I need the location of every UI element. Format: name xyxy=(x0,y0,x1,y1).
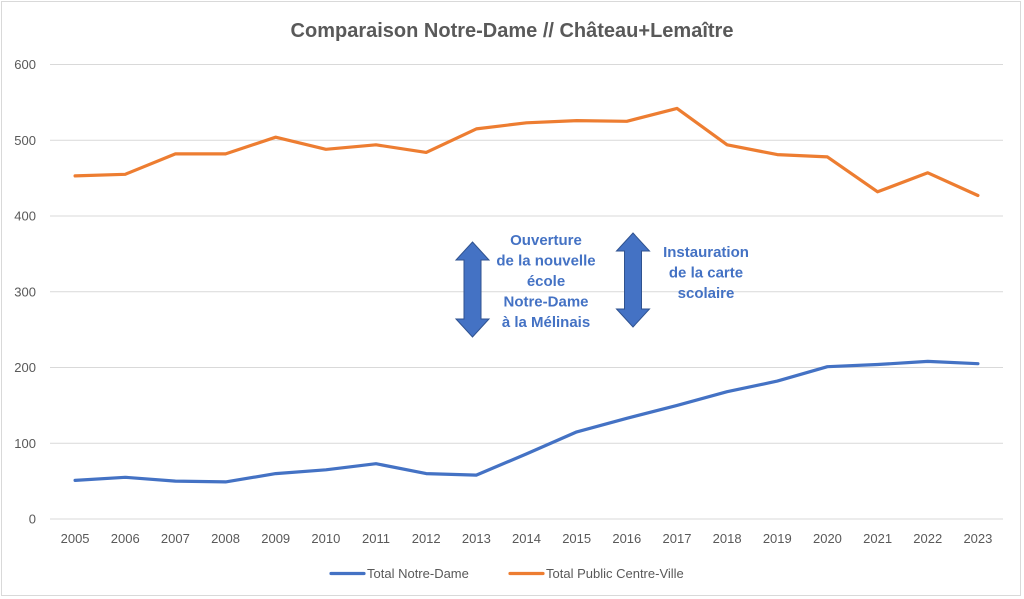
legend-label: Total Notre-Dame xyxy=(367,566,469,581)
y-tick-label: 200 xyxy=(14,360,36,375)
x-tick-label: 2011 xyxy=(362,531,390,546)
x-tick-label: 2016 xyxy=(612,531,641,546)
x-tick-label: 2015 xyxy=(562,531,591,546)
legend-label: Total Public Centre-Ville xyxy=(546,566,684,581)
series-lines xyxy=(73,106,980,484)
annotations: Ouverture de la nouvelle école Notre-Dame à … xyxy=(454,232,749,338)
annotation-text: Ouverture xyxy=(510,232,582,249)
legend: Total Notre-Dame Total Public Centre-Vill… xyxy=(329,566,684,581)
x-tick-label: 2008 xyxy=(211,531,240,546)
x-tick-label: 2005 xyxy=(61,531,90,546)
y-tick-label: 300 xyxy=(14,284,36,299)
x-tick-label: 2013 xyxy=(462,531,491,546)
y-tick-label: 500 xyxy=(14,133,36,148)
chart-title: Comparaison Notre-Dame // Château+Lemaît… xyxy=(291,20,734,42)
annotation-text: Instauration xyxy=(663,244,749,261)
x-tick-label: 2018 xyxy=(713,531,742,546)
annotation-text: école xyxy=(527,273,565,290)
x-tick-label: 2007 xyxy=(161,531,190,546)
series-line-notre-dame xyxy=(73,359,980,484)
x-tick-label: 2022 xyxy=(913,531,942,546)
annotation-text: de la nouvelle xyxy=(496,253,595,270)
y-tick-label: 100 xyxy=(14,436,36,451)
x-tick-label: 2021 xyxy=(863,531,892,546)
x-tick-label: 2023 xyxy=(963,531,992,546)
double-arrow-icon xyxy=(615,232,651,328)
x-tick-label: 2020 xyxy=(813,531,842,546)
x-tick-label: 2006 xyxy=(111,531,140,546)
x-tick-label: 2012 xyxy=(412,531,441,546)
y-tick-label: 0 xyxy=(29,512,36,527)
x-tick-label: 2009 xyxy=(261,531,290,546)
x-tick-label: 2014 xyxy=(512,531,541,546)
y-tick-label: 400 xyxy=(14,209,36,224)
annotation-text: de la carte xyxy=(669,265,743,282)
x-tick-label: 2017 xyxy=(663,531,692,546)
y-axis-ticks: 0 100 200 300 400 500 600 xyxy=(14,57,36,527)
annotation-text: Notre-Dame xyxy=(503,294,588,311)
double-arrow-icon xyxy=(454,241,491,338)
x-tick-label: 2010 xyxy=(311,531,340,546)
series-line-public-centre-ville xyxy=(73,106,980,198)
x-axis-ticks: 2005 2006 2007 2008 2009 2010 2011 2012 2013 2014… xyxy=(61,531,993,546)
y-tick-label: 600 xyxy=(14,57,36,72)
x-tick-label: 2019 xyxy=(763,531,792,546)
annotation-text: scolaire xyxy=(678,285,735,302)
gridlines xyxy=(50,64,1003,520)
annotation-text: à la Mélinais xyxy=(502,314,590,331)
